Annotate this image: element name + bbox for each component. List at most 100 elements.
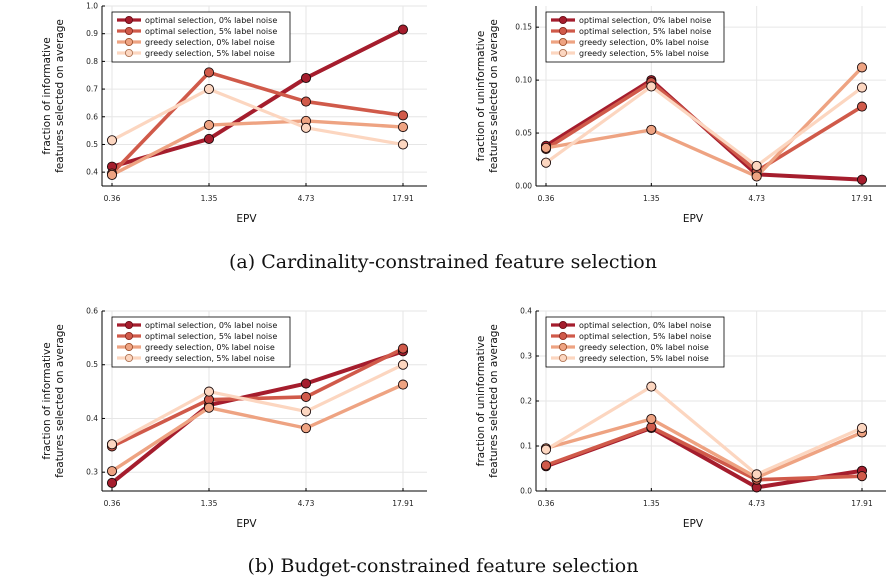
data-point xyxy=(397,359,409,370)
y-tick-label: 0.3 xyxy=(520,352,532,361)
data-point xyxy=(203,402,215,413)
data-point xyxy=(646,381,657,392)
y-tick-label: 0.5 xyxy=(86,140,98,149)
x-tick-label: 17.91 xyxy=(851,194,873,203)
data-point xyxy=(397,24,409,35)
data-point xyxy=(203,133,215,144)
y-axis-label: features selected on average xyxy=(488,324,500,478)
data-point xyxy=(646,413,657,425)
y-axis-label: features selected on average xyxy=(488,19,500,173)
series-line xyxy=(110,349,404,485)
data-point xyxy=(300,391,312,403)
legend-label: greedy selection, 0% label noise xyxy=(579,38,709,47)
data-point xyxy=(300,378,312,389)
y-tick-label: 0.6 xyxy=(86,307,98,316)
data-point xyxy=(203,386,215,397)
y-tick-label: 0.2 xyxy=(520,397,532,406)
data-point xyxy=(397,110,409,121)
data-point xyxy=(397,343,409,354)
y-axis-label: fraction of informative xyxy=(41,37,53,154)
data-point xyxy=(751,160,762,171)
legend-marker xyxy=(558,342,568,352)
caption-b: (b) Budget-constrained feature selection xyxy=(248,555,639,577)
y-tick-label: 0.4 xyxy=(86,414,98,423)
chart-a-uninformative: 0.00 0.05 0.10 0.15 0.36 1.35 4.73 17.91 EPV frac… xyxy=(475,6,886,225)
y-axis-label: features selected on average xyxy=(54,324,66,478)
legend-marker xyxy=(124,48,134,58)
data-point xyxy=(856,101,868,112)
data-point xyxy=(751,171,762,182)
data-point xyxy=(203,84,215,95)
y-tick-label: 1.0 xyxy=(86,2,98,11)
y-axis-label: features selected on average xyxy=(54,19,66,173)
legend-marker xyxy=(124,37,134,47)
legend-label: optimal selection, 5% label noise xyxy=(579,27,711,36)
series-line xyxy=(111,383,404,473)
x-tick-label: 17.91 xyxy=(851,499,873,508)
x-tick-label: 1.35 xyxy=(643,499,660,508)
legend-marker xyxy=(124,26,134,36)
x-tick-label: 1.35 xyxy=(201,499,218,508)
legend-label: optimal selection, 0% label noise xyxy=(145,16,277,25)
x-tick-label: 17.91 xyxy=(392,194,414,203)
series-line xyxy=(111,347,404,449)
legend-marker xyxy=(124,15,134,25)
legend-label: optimal selection, 5% label noise xyxy=(145,332,277,341)
series-line xyxy=(545,425,863,482)
x-axis-label: EPV xyxy=(683,213,704,225)
legend-marker xyxy=(558,353,568,363)
x-axis-label: EPV xyxy=(683,518,704,530)
y-tick-label: 0.15 xyxy=(515,23,532,32)
x-tick-label: 4.73 xyxy=(298,499,315,508)
series-line xyxy=(110,70,404,175)
y-tick-label: 0.5 xyxy=(86,360,98,369)
x-tick-label: 0.36 xyxy=(538,499,555,508)
data-point xyxy=(540,157,552,168)
data-point xyxy=(540,444,552,455)
series-line xyxy=(545,66,864,179)
legend-label: optimal selection, 5% label noise xyxy=(579,332,711,341)
chart-b-uninformative: 0.0 0.1 0.2 0.3 0.4 0.36 1.35 4.73 17.91 EPV fract… xyxy=(475,307,886,530)
legend-label: greedy selection, 0% label noise xyxy=(145,343,275,352)
x-axis-label: EPV xyxy=(236,213,257,225)
data-point xyxy=(203,120,215,131)
legend-label: greedy selection, 0% label noise xyxy=(145,38,275,47)
y-axis-label: fraction of informative xyxy=(41,342,53,459)
legend-label: greedy selection, 5% label noise xyxy=(145,49,275,58)
series-line xyxy=(545,84,863,168)
data-point xyxy=(856,471,868,482)
data-point xyxy=(300,423,312,434)
legend-marker xyxy=(558,320,568,330)
legend-label: optimal selection, 0% label noise xyxy=(579,16,711,25)
y-tick-label: 0.4 xyxy=(86,168,98,177)
legend-marker xyxy=(124,331,134,341)
data-point xyxy=(203,67,215,78)
data-point xyxy=(646,81,657,92)
x-tick-label: 0.36 xyxy=(104,194,121,203)
x-tick-label: 4.73 xyxy=(748,499,765,508)
legend-label: optimal selection, 0% label noise xyxy=(145,321,277,330)
legend-marker xyxy=(124,320,134,330)
data-point xyxy=(856,62,868,73)
y-tick-label: 0.6 xyxy=(86,112,98,121)
data-point xyxy=(300,406,312,417)
legend-box xyxy=(111,316,291,368)
y-tick-label: 0.8 xyxy=(86,57,98,66)
series-line xyxy=(111,119,404,177)
x-tick-label: 1.35 xyxy=(643,194,660,203)
legend-box xyxy=(111,11,291,63)
y-axis-label: fraction of uninformative xyxy=(475,336,487,467)
legend-label: greedy selection, 5% label noise xyxy=(579,49,709,58)
legend-marker xyxy=(124,342,134,352)
x-tick-label: 0.36 xyxy=(104,499,121,508)
data-point xyxy=(856,422,868,434)
data-point xyxy=(540,460,552,471)
chart-b-informative: 0.3 0.4 0.5 0.6 0.36 1.35 4.73 17.91 EPV fraction… xyxy=(41,307,427,530)
legend-label: greedy selection, 5% label noise xyxy=(579,354,709,363)
data-point xyxy=(751,469,762,480)
data-point xyxy=(106,439,118,450)
caption-a: (a) Cardinality-constrained feature sele… xyxy=(229,251,657,273)
x-tick-label: 4.73 xyxy=(748,194,765,203)
legend-label: greedy selection, 0% label noise xyxy=(579,343,709,352)
